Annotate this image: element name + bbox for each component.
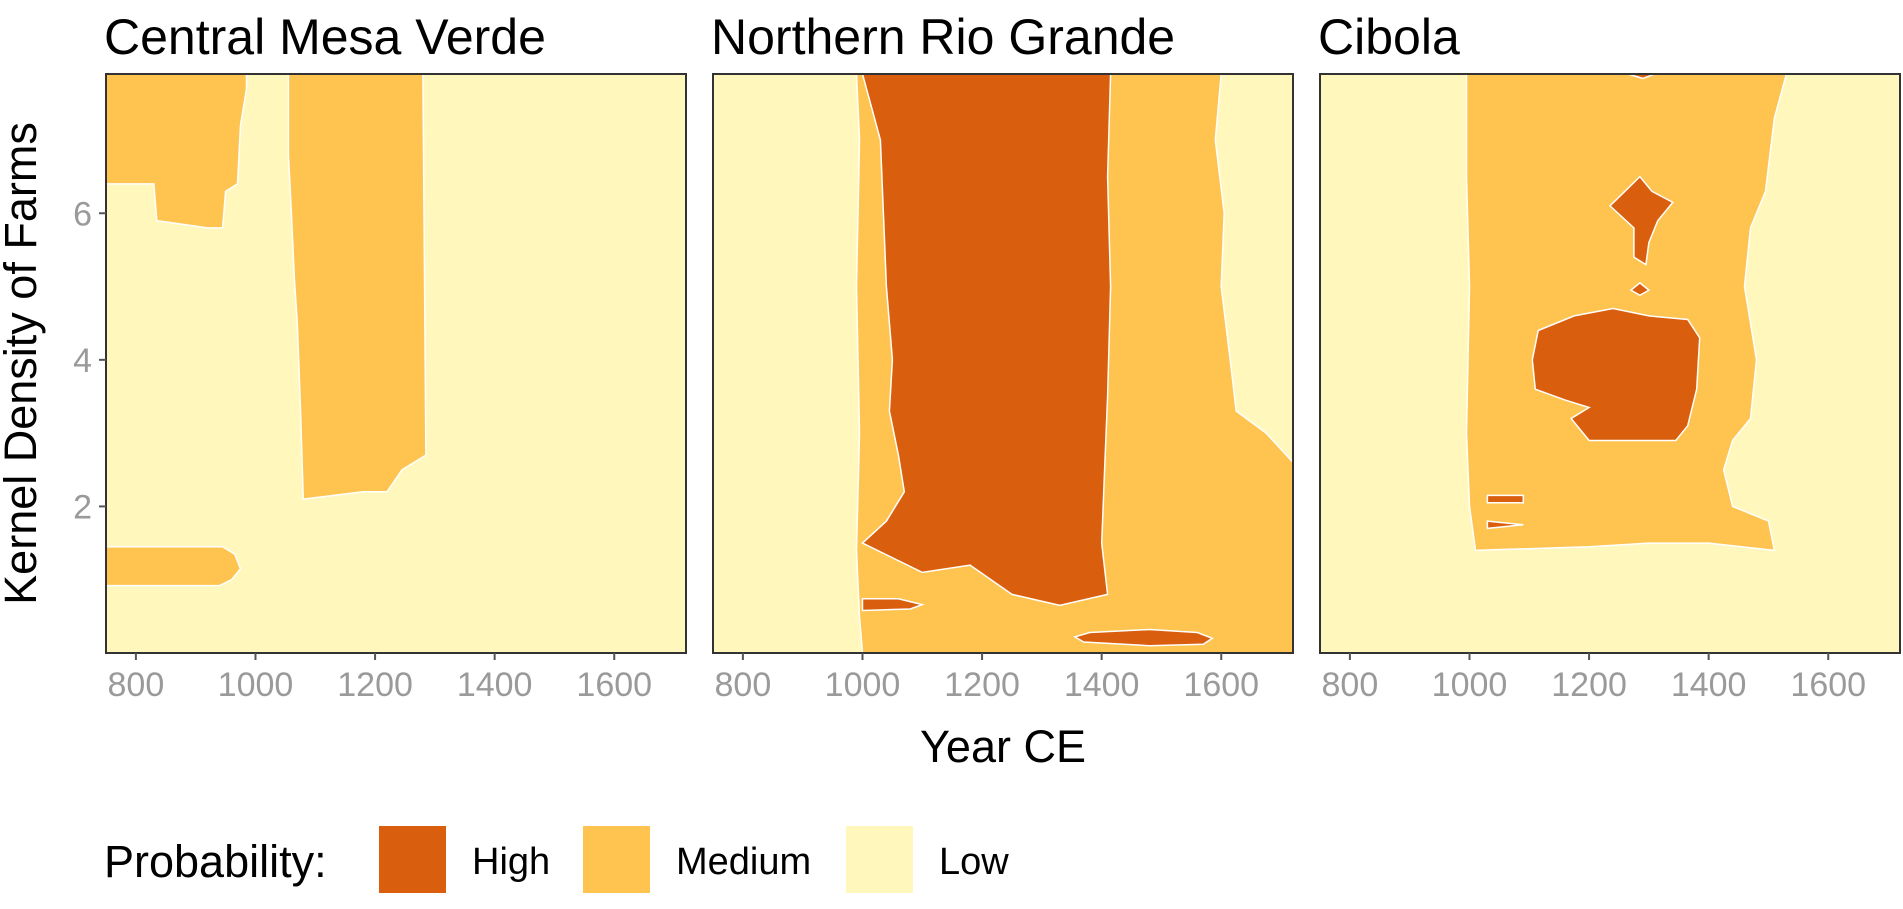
legend-title: Probability:	[104, 836, 327, 887]
y-tick-label: 2	[73, 488, 92, 526]
region-high	[1486, 494, 1525, 504]
x-axis-title: Year CE	[920, 721, 1086, 772]
region-high	[861, 74, 1112, 607]
region-high	[1531, 307, 1701, 442]
region-high	[1608, 175, 1674, 266]
regions	[106, 74, 427, 587]
legend-label: Medium	[676, 841, 811, 883]
x-tick-label: 1400	[1064, 666, 1140, 704]
legend-label: Low	[939, 841, 1009, 883]
regions	[1465, 74, 1788, 552]
panels-layer: Central Mesa Verde 800 1000 1200 1400 1600 2 4 6…	[73, 9, 1901, 704]
legend-items: High Medium Low	[379, 826, 1009, 893]
legend-key-medium	[583, 826, 650, 893]
y-tick-label: 4	[73, 342, 92, 380]
region-medium	[106, 545, 242, 587]
x-tick-label: 1000	[218, 666, 294, 704]
region-high	[1072, 628, 1214, 647]
x-tick-label: 1200	[944, 666, 1020, 704]
x-tick-label: 1400	[457, 666, 533, 704]
region-high	[1627, 74, 1656, 80]
legend-label: High	[472, 841, 550, 883]
legend-key-low	[846, 826, 913, 893]
x-tick-label: 1000	[1432, 666, 1508, 704]
x-tick-label: 800	[715, 666, 772, 704]
panel-frame	[712, 73, 1294, 654]
panel-frame	[105, 73, 687, 654]
x-tick-label: 800	[108, 666, 165, 704]
region-high	[861, 598, 925, 612]
x-tick-label: 1200	[337, 666, 413, 704]
x-tick-label: 1200	[1551, 666, 1627, 704]
region-high	[1629, 281, 1651, 297]
x-tick-label: 1000	[825, 666, 901, 704]
panel-title: Northern Rio Grande	[711, 9, 1175, 65]
regions	[855, 74, 1293, 653]
panel-1: Central Mesa Verde 800 1000 1200 1400 1600 2 4 6	[73, 9, 687, 704]
region-medium	[287, 74, 427, 500]
legend-key-high	[379, 826, 446, 893]
y-tick-label: 6	[73, 195, 92, 233]
panel-title: Cibola	[1318, 9, 1460, 65]
legend: Probability: High Medium Low	[104, 826, 1009, 893]
region-high	[1486, 520, 1524, 530]
y-axis-title: Kernel Density of Farms	[0, 122, 46, 605]
x-tick-label: 1600	[576, 666, 652, 704]
x-tick-label: 800	[1322, 666, 1379, 704]
x-tick-label: 1400	[1671, 666, 1747, 704]
x-tick-label: 1600	[1183, 666, 1259, 704]
panel-title: Central Mesa Verde	[104, 9, 546, 65]
panel-2: Northern Rio Grande 800 1000 1200 1400 1600	[711, 9, 1294, 704]
panel-frame	[1319, 73, 1901, 654]
x-tick-label: 1600	[1790, 666, 1866, 704]
panel-3: Cibola 800 1000 1200 1400 1600	[1318, 9, 1901, 704]
region-medium	[106, 74, 248, 229]
